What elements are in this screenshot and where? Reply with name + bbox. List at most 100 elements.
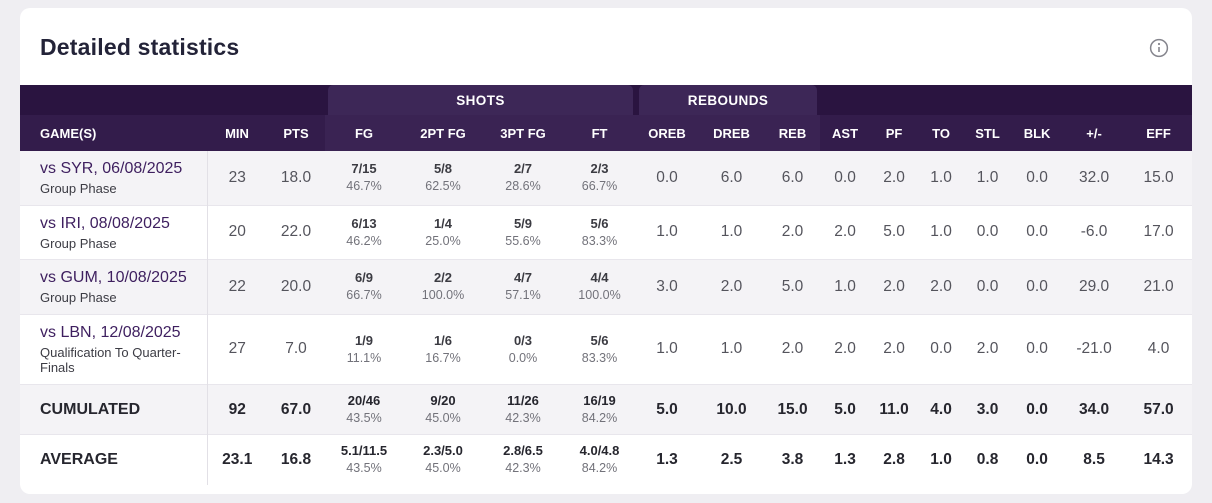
cell-reb: 2.0 [765,313,821,385]
shot-made: 5/8 [433,161,453,177]
cell-reb: 2.0 [765,204,821,260]
cell-blk: 0.0 [1026,168,1048,186]
shot-pct: 83.3% [581,233,618,248]
game-link[interactable]: vs LBN, 12/08/2025 [40,323,181,341]
cell-min: 20 [207,204,267,260]
col-header-to: TO [918,115,965,151]
cell-pts: 18.0 [280,168,312,186]
col-header-3ptfg: 3PT FG [483,115,563,151]
cell-plusminus: 32.0 [1078,168,1110,186]
shot-made: 5.1/11.5 [340,443,388,459]
page-title: Detailed statistics [40,34,240,60]
cell-pf: 5.0 [870,204,919,260]
shot-pct: 43.5% [346,461,382,476]
cell-oreb: 1.0 [636,204,699,260]
shot-made: 2/3 [590,161,609,177]
cell-ast: 2.0 [820,204,871,260]
cell-reb: 5.0 [765,259,821,315]
game-link[interactable]: vs GUM, 10/08/2025 [40,269,187,287]
cell-pf: 11.0 [870,383,919,435]
info-button[interactable] [1148,37,1170,59]
cell-pts: 7.0 [267,313,325,385]
group-header-rebounds: REBOUNDS [636,85,821,115]
game-cell: vs LBN, 12/08/2025 Qualification To Quar… [20,313,208,385]
shot-pct: 28.6% [505,179,541,194]
shot-pct: 43.5% [346,410,382,425]
summary-label: AVERAGE [20,434,208,485]
col-header-min: MIN [207,115,267,151]
game-link[interactable]: vs IRI, 08/08/2025 [40,214,170,232]
detailed-statistics-table: SHOTS REBOUNDS GAME(S) MIN PTS FG 2PT FG… [20,85,1192,485]
shot-made: 6/13 [351,215,377,231]
cell-dreb: 6.0 [720,168,743,186]
shot-pct: 100.0% [421,288,465,303]
shot-pct: 100.0% [578,288,621,303]
game-cell: vs SYR, 06/08/2025 Group Phase [20,151,208,206]
game-link[interactable]: vs SYR, 06/08/2025 [40,160,183,177]
col-header-games: GAME(S) [20,115,207,151]
cell-to: 1.0 [918,204,965,260]
cell-ft: 4/4 100.0% [563,259,637,315]
group-header-shots-label: SHOTS [328,85,634,115]
cell-3ptfg: 11/26 42.3% [483,383,563,435]
cell-ast: 1.0 [820,259,871,315]
shot-pct: 16.7% [425,350,461,365]
col-header-pf: PF [870,115,919,151]
cell-oreb: 1.0 [636,313,699,385]
cell-pts: 22.0 [267,204,325,260]
cell-pf: 2.8 [870,434,919,485]
cell-to: 2.0 [918,259,965,315]
cell-eff: 15.0 [1143,168,1174,186]
cell-eff: 57.0 [1125,383,1192,435]
cell-eff: 14.3 [1125,434,1192,485]
shot-made: 2.3/5.0 [423,443,463,459]
table-row-game-gum: vs GUM, 10/08/2025 Group Phase 22 20.0 6… [20,259,1192,315]
cell-fg: 6/13 46.2% [325,204,403,260]
cell-pts: 16.8 [267,434,325,485]
col-header-oreb: OREB [636,115,699,151]
cell-3ptfg: 2.8/6.5 42.3% [483,434,563,485]
shot-pct: 25.0% [425,233,461,248]
shot-made: 2/2 [433,270,453,286]
shot-made: 5/9 [513,215,533,231]
summary-label: CUMULATED [20,383,208,435]
shot-pct: 11.1% [346,350,382,365]
game-phase: Group Phase [40,181,117,196]
cell-min: 23 [228,168,246,186]
shot-made: 2/7 [513,161,533,177]
shot-made: 1/4 [433,215,453,231]
cell-eff: 17.0 [1125,204,1192,260]
cell-fg: 6/9 66.7% [325,259,403,315]
cell-ast: 2.0 [820,313,871,385]
cell-oreb: 3.0 [636,259,699,315]
card-header: Detailed statistics [20,8,1192,85]
shot-made: 6/9 [354,270,374,286]
cell-stl: 0.0 [964,259,1012,315]
cell-3ptfg: 5/9 55.6% [483,204,563,260]
cell-ft: 16/19 84.2% [563,383,637,435]
shot-made: 2.8/6.5 [503,443,543,459]
shot-made: 4/4 [590,270,609,286]
shot-pct: 45.0% [425,461,461,476]
shot-pct: 84.2% [581,410,618,425]
col-header-fg: FG [325,115,403,151]
col-header-reb: REB [765,115,821,151]
cell-to: 1.0 [930,168,952,186]
cell-pf: 2.0 [883,168,905,186]
shot-pct: 46.2% [346,233,382,248]
shot-made: 9/20 [430,392,456,408]
shot-made: 4/7 [513,270,533,286]
cell-pf: 2.0 [870,259,919,315]
cell-oreb: 1.3 [636,434,699,485]
detailed-statistics-card: Detailed statistics SHOTS REBOUNDS [20,8,1192,494]
col-header-plusminus: +/- [1063,115,1126,151]
cell-min: 23.1 [207,434,267,485]
cell-2ptfg: 9/20 45.0% [403,383,483,435]
cell-to: 0.0 [918,313,965,385]
cell-min: 22 [207,259,267,315]
cell-oreb: 5.0 [636,383,699,435]
group-header-row: SHOTS REBOUNDS [20,85,1192,115]
shot-made: 4.0/4.8 [579,443,620,459]
shot-made: 5/6 [590,332,609,348]
cell-blk: 0.0 [1011,259,1064,315]
